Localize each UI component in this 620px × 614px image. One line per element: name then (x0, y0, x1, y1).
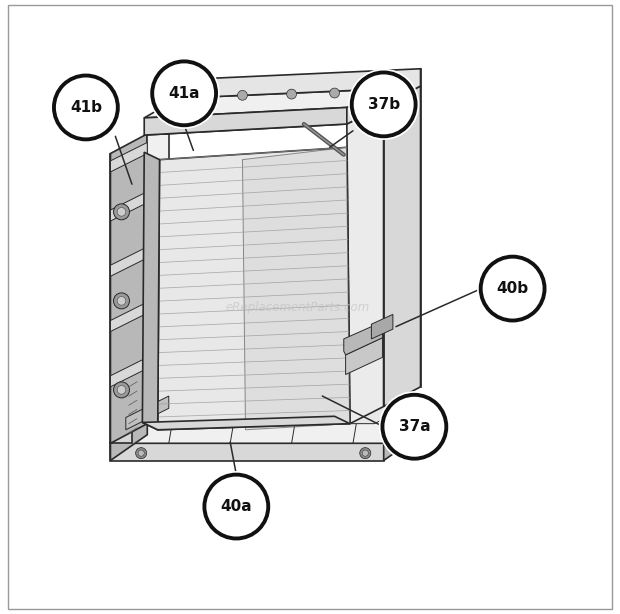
Polygon shape (110, 142, 148, 172)
Circle shape (348, 69, 419, 140)
Polygon shape (143, 416, 350, 430)
Circle shape (117, 386, 126, 394)
Text: 40a: 40a (221, 499, 252, 514)
Circle shape (477, 253, 548, 324)
Polygon shape (371, 314, 393, 339)
Polygon shape (110, 247, 148, 276)
Circle shape (138, 450, 144, 456)
Circle shape (379, 391, 450, 462)
Polygon shape (110, 443, 384, 460)
Text: 37a: 37a (399, 419, 430, 434)
Polygon shape (178, 69, 420, 106)
Circle shape (117, 208, 126, 216)
Circle shape (54, 76, 118, 139)
Polygon shape (343, 327, 383, 355)
Text: 40b: 40b (497, 281, 529, 296)
Circle shape (330, 88, 340, 98)
Polygon shape (110, 302, 148, 332)
Polygon shape (144, 107, 347, 135)
Circle shape (113, 204, 130, 220)
Polygon shape (110, 154, 132, 443)
Polygon shape (345, 338, 383, 375)
Circle shape (205, 475, 268, 538)
Circle shape (195, 91, 205, 101)
Polygon shape (143, 152, 159, 430)
Circle shape (237, 90, 247, 100)
Circle shape (201, 471, 272, 542)
Polygon shape (148, 134, 169, 424)
Polygon shape (110, 357, 148, 387)
Circle shape (113, 293, 130, 309)
Circle shape (360, 448, 371, 459)
Circle shape (152, 61, 216, 125)
Polygon shape (110, 192, 148, 221)
Polygon shape (144, 89, 384, 118)
Circle shape (113, 382, 130, 398)
Polygon shape (110, 134, 148, 443)
Polygon shape (384, 418, 420, 460)
Text: 37b: 37b (368, 97, 400, 112)
Polygon shape (135, 406, 408, 424)
Circle shape (149, 58, 219, 129)
Polygon shape (157, 147, 350, 430)
Circle shape (397, 426, 407, 437)
Text: eReplacementParts.com: eReplacementParts.com (226, 300, 370, 314)
Circle shape (362, 450, 368, 456)
Circle shape (352, 72, 415, 136)
Circle shape (136, 448, 147, 459)
Polygon shape (110, 418, 148, 460)
Text: 41b: 41b (70, 100, 102, 115)
Circle shape (399, 428, 405, 434)
Polygon shape (144, 106, 384, 135)
Circle shape (117, 297, 126, 305)
Polygon shape (347, 106, 384, 424)
Circle shape (383, 395, 446, 459)
Polygon shape (242, 147, 350, 430)
Polygon shape (384, 86, 420, 406)
Circle shape (286, 89, 296, 99)
Text: 41a: 41a (169, 86, 200, 101)
Polygon shape (126, 396, 169, 430)
Circle shape (480, 257, 544, 321)
Circle shape (50, 72, 122, 143)
Polygon shape (110, 418, 420, 443)
